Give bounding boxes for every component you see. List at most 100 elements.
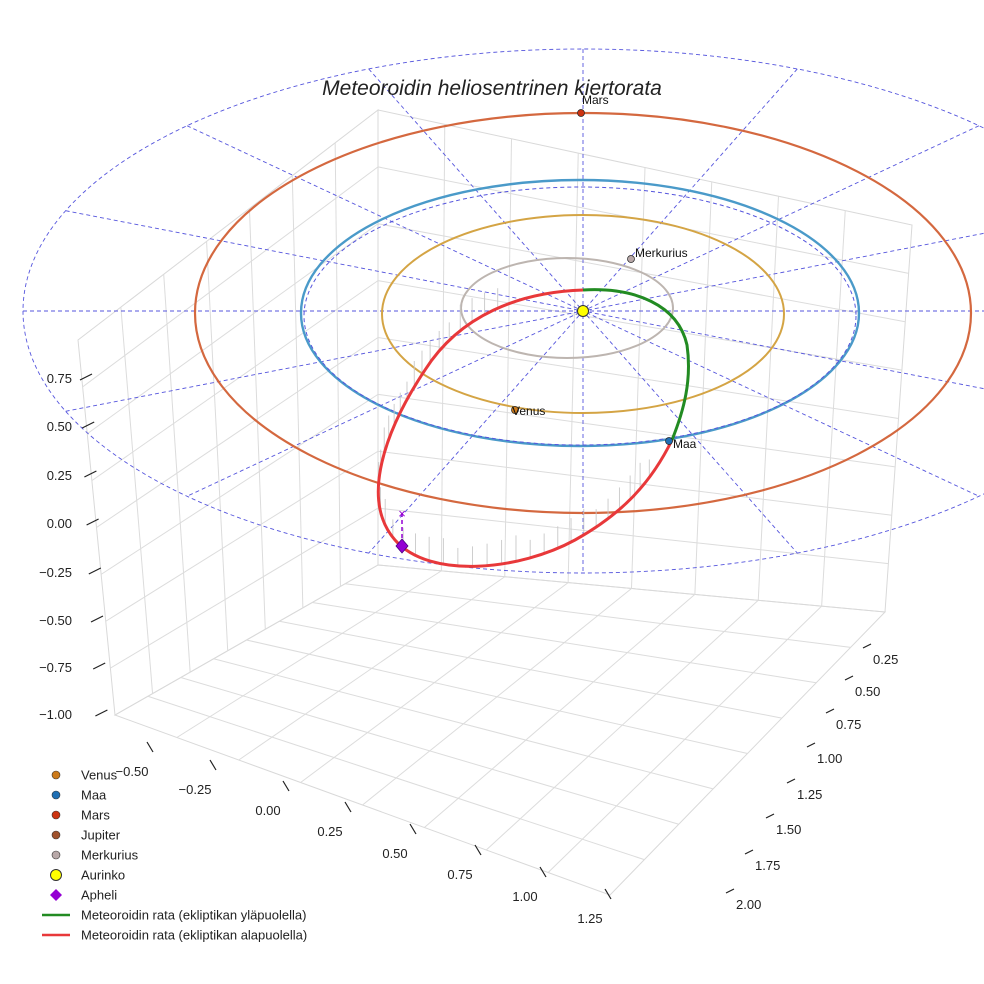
legend-label: Aurinko (81, 868, 125, 883)
legend-label: Mars (81, 808, 110, 823)
y-tick-mark (786, 778, 796, 784)
grid-line (96, 337, 379, 528)
venus-marker (511, 406, 519, 414)
x-tick-label: 0.00 (255, 803, 280, 818)
x-tick-label: −0.50 (116, 764, 149, 779)
grid-line (377, 450, 892, 516)
z-tick-label: −0.25 (39, 565, 72, 580)
grid-line (377, 393, 896, 468)
y-tick-mark (825, 708, 835, 714)
floor-pane (113, 564, 887, 896)
x-tick-label: 1.25 (577, 911, 602, 926)
legend-label: Maa (81, 788, 107, 803)
meteoroid-drop-lines (378, 288, 650, 567)
venus-orbit (381, 214, 785, 414)
mercury-marker (627, 255, 635, 263)
z-tick-mark (81, 421, 95, 429)
grid-line (300, 582, 569, 783)
grid-line (86, 223, 379, 435)
x-axis-ticks: −0.50 −0.25 0.00 0.25 0.50 0.75 1.00 1.25 (116, 741, 612, 926)
y-tick-mark (806, 742, 816, 748)
mars-marker (577, 109, 585, 117)
y-tick-mark (844, 675, 854, 681)
z-tick-label: −0.75 (39, 660, 72, 675)
legend-label: Meteoroidin rata (ekliptikan yläpuolella… (81, 908, 306, 923)
earth-orbit-dashed (303, 186, 857, 446)
legend-label: Merkurius (81, 848, 139, 863)
earth-label: Maa (673, 437, 697, 451)
grid-line (424, 593, 696, 828)
y-tick-mark (862, 643, 872, 649)
legend-circle-swatch (50, 869, 62, 881)
x-tick-mark (409, 823, 417, 835)
legend-circle-swatch (51, 850, 61, 860)
chart-title: Meteoroidin heliosentrinen kiertorata (322, 77, 662, 100)
mercury-label: Merkurius (635, 246, 688, 260)
z-tick-mark (84, 470, 97, 478)
y-tick-label: 0.50 (855, 684, 880, 699)
legend-circle-swatch (51, 810, 61, 820)
grid-line (377, 337, 899, 419)
grid-line (100, 393, 379, 575)
y-tick-label: 1.00 (817, 751, 842, 766)
ecliptic-boundary (22, 48, 984, 574)
z-tick-label: 0.75 (47, 371, 72, 386)
legend-label: Meteoroidin rata (ekliptikan alapuolella… (81, 928, 307, 943)
z-tick-label: 0.00 (47, 516, 72, 531)
y-tick-label: 0.75 (836, 717, 861, 732)
legend: Venus Maa Mars Jupiter Merkurius Aurinko Aphel… (42, 768, 307, 943)
aphelion-marker (395, 538, 409, 554)
z-tick-mark (88, 567, 102, 575)
y-tick-label: 2.00 (736, 897, 761, 912)
ecliptic-grid (22, 48, 984, 574)
y-axis-ticks: 0.25 0.50 0.75 1.00 1.25 1.50 1.75 2.00 (725, 643, 898, 912)
x-tick-mark (474, 844, 482, 856)
x-tick-mark (209, 759, 217, 771)
z-tick-label: −0.50 (39, 613, 72, 628)
z-tick-label: 0.50 (47, 419, 72, 434)
legend-diamond-swatch (50, 889, 62, 901)
y-tick-mark (725, 888, 735, 894)
meteoroid-orbit-above (582, 288, 691, 441)
z-tick-label: −1.00 (39, 707, 72, 722)
axes-panes (77, 108, 913, 896)
grid-line (82, 166, 379, 388)
earth-orbit (299, 178, 861, 448)
meteoroid-orbit-below (376, 288, 674, 568)
grid-line (238, 576, 506, 761)
grid-line (362, 588, 632, 806)
z-tick-mark (90, 615, 104, 623)
grid-line (485, 599, 759, 851)
earth-marker (665, 437, 673, 445)
z-tick-mark (86, 518, 99, 526)
x-tick-mark (282, 780, 290, 792)
legend-label: Venus (81, 768, 118, 783)
grid-line (547, 605, 822, 873)
x-tick-mark (146, 741, 154, 753)
grid-lines (82, 124, 909, 873)
x-tick-mark (604, 888, 612, 900)
y-tick-mark (765, 813, 775, 819)
y-tick-label: 1.25 (797, 787, 822, 802)
venus-label: Venus (512, 404, 545, 418)
y-tick-label: 1.75 (755, 858, 780, 873)
sun-marker (577, 305, 589, 317)
grid-line (110, 507, 379, 669)
x-tick-mark (539, 866, 547, 878)
x-tick-label: −0.25 (179, 782, 212, 797)
y-tick-label: 0.25 (873, 652, 898, 667)
x-tick-label: 0.25 (317, 824, 342, 839)
grid-line (377, 507, 889, 565)
x-tick-label: 0.50 (382, 846, 407, 861)
z-tick-mark (95, 709, 108, 717)
z-axis-ticks: 0.75 0.50 0.25 0.00 −0.25 −0.50 −0.75 −1.00 (39, 371, 108, 722)
grid-line (105, 450, 379, 622)
mercury-orbit (460, 257, 674, 359)
y-tick-mark (744, 849, 754, 855)
grid-line (91, 280, 379, 482)
z-tick-mark (92, 662, 106, 670)
z-tick-label: 0.25 (47, 468, 72, 483)
z-tick-mark (79, 373, 93, 381)
